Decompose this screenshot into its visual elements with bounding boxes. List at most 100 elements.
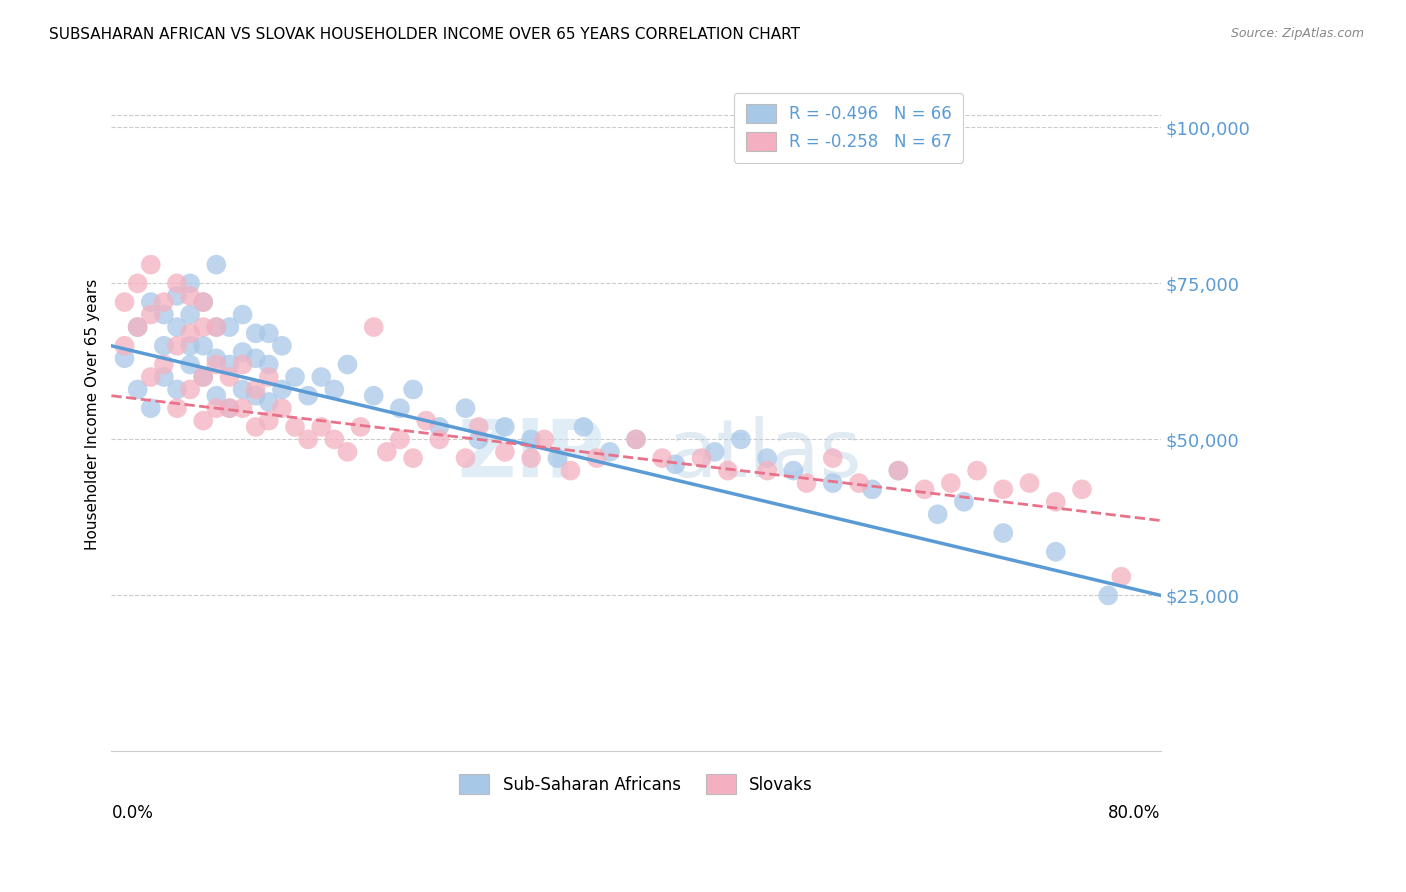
- Point: [454, 401, 477, 416]
- Point: [520, 451, 543, 466]
- Point: [887, 464, 910, 478]
- Point: [218, 401, 240, 416]
- Point: [153, 339, 176, 353]
- Point: [193, 295, 215, 310]
- Point: [205, 389, 228, 403]
- Point: [193, 320, 215, 334]
- Point: [139, 370, 162, 384]
- Legend: Sub-Saharan Africans, Slovaks: Sub-Saharan Africans, Slovaks: [450, 764, 823, 804]
- Point: [166, 383, 188, 397]
- Point: [1045, 545, 1067, 559]
- Text: ZIP: ZIP: [457, 416, 605, 494]
- Point: [821, 476, 844, 491]
- Point: [914, 483, 936, 497]
- Point: [560, 464, 582, 478]
- Point: [193, 370, 215, 384]
- Point: [887, 464, 910, 478]
- Point: [166, 339, 188, 353]
- Point: [114, 295, 136, 310]
- Point: [1111, 570, 1133, 584]
- Point: [860, 483, 883, 497]
- Point: [297, 433, 319, 447]
- Point: [271, 383, 294, 397]
- Point: [467, 433, 489, 447]
- Point: [257, 358, 280, 372]
- Point: [232, 383, 254, 397]
- Point: [205, 401, 228, 416]
- Point: [179, 339, 201, 353]
- Point: [139, 295, 162, 310]
- Point: [966, 464, 988, 478]
- Point: [402, 383, 425, 397]
- Point: [179, 289, 201, 303]
- Point: [821, 451, 844, 466]
- Point: [363, 320, 385, 334]
- Point: [218, 370, 240, 384]
- Point: [179, 326, 201, 341]
- Point: [153, 358, 176, 372]
- Point: [127, 320, 149, 334]
- Point: [993, 526, 1015, 541]
- Point: [717, 464, 740, 478]
- Point: [572, 420, 595, 434]
- Point: [205, 351, 228, 366]
- Point: [257, 414, 280, 428]
- Text: 80.0%: 80.0%: [1108, 805, 1161, 822]
- Point: [599, 445, 621, 459]
- Point: [427, 433, 450, 447]
- Point: [585, 451, 607, 466]
- Point: [375, 445, 398, 459]
- Point: [166, 320, 188, 334]
- Point: [848, 476, 870, 491]
- Point: [127, 320, 149, 334]
- Point: [415, 414, 437, 428]
- Point: [166, 289, 188, 303]
- Point: [139, 258, 162, 272]
- Point: [153, 308, 176, 322]
- Point: [218, 401, 240, 416]
- Point: [402, 451, 425, 466]
- Point: [284, 370, 307, 384]
- Point: [114, 351, 136, 366]
- Point: [651, 451, 673, 466]
- Point: [205, 320, 228, 334]
- Point: [245, 420, 267, 434]
- Point: [953, 495, 976, 509]
- Point: [205, 320, 228, 334]
- Point: [153, 370, 176, 384]
- Point: [153, 295, 176, 310]
- Point: [309, 370, 332, 384]
- Point: [546, 451, 568, 466]
- Point: [323, 433, 346, 447]
- Point: [494, 445, 516, 459]
- Point: [166, 401, 188, 416]
- Point: [232, 358, 254, 372]
- Point: [703, 445, 725, 459]
- Point: [427, 420, 450, 434]
- Point: [624, 433, 647, 447]
- Point: [271, 339, 294, 353]
- Point: [690, 451, 713, 466]
- Point: [349, 420, 371, 434]
- Point: [245, 389, 267, 403]
- Point: [257, 326, 280, 341]
- Point: [993, 483, 1015, 497]
- Point: [1071, 483, 1094, 497]
- Point: [1018, 476, 1040, 491]
- Point: [218, 320, 240, 334]
- Point: [796, 476, 818, 491]
- Point: [467, 420, 489, 434]
- Point: [388, 401, 411, 416]
- Text: atlas: atlas: [668, 416, 862, 494]
- Point: [232, 345, 254, 359]
- Point: [533, 433, 555, 447]
- Point: [205, 358, 228, 372]
- Point: [730, 433, 752, 447]
- Point: [232, 308, 254, 322]
- Point: [336, 445, 359, 459]
- Point: [624, 433, 647, 447]
- Text: Source: ZipAtlas.com: Source: ZipAtlas.com: [1230, 27, 1364, 40]
- Point: [756, 464, 779, 478]
- Point: [1045, 495, 1067, 509]
- Point: [179, 308, 201, 322]
